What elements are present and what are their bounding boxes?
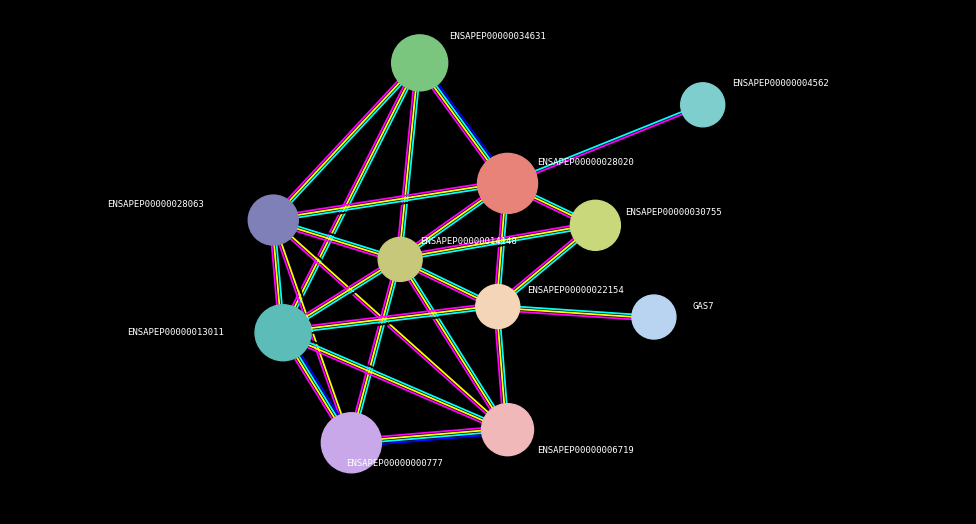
Text: ENSAPEP00000000777: ENSAPEP00000000777 — [346, 459, 443, 468]
Circle shape — [481, 403, 534, 456]
Circle shape — [570, 200, 621, 250]
Text: ENSAPEP00000028063: ENSAPEP00000028063 — [107, 200, 204, 209]
Circle shape — [477, 154, 538, 213]
Text: ENSAPEP00000022154: ENSAPEP00000022154 — [527, 286, 624, 296]
Text: GAS7: GAS7 — [693, 302, 714, 311]
Circle shape — [255, 305, 311, 361]
Text: ENSAPEP00000004562: ENSAPEP00000004562 — [732, 79, 829, 89]
Circle shape — [378, 237, 423, 281]
Circle shape — [680, 83, 725, 127]
Text: ENSAPEP00000034631: ENSAPEP00000034631 — [449, 32, 546, 41]
Circle shape — [391, 35, 448, 91]
Text: ENSAPEP00000006719: ENSAPEP00000006719 — [537, 446, 633, 455]
Circle shape — [248, 195, 299, 245]
Text: ENSAPEP00000030755: ENSAPEP00000030755 — [625, 208, 721, 217]
Circle shape — [321, 413, 382, 473]
Text: ENSAPEP00000014148: ENSAPEP00000014148 — [420, 236, 516, 246]
Text: ENSAPEP00000028020: ENSAPEP00000028020 — [537, 158, 633, 167]
Circle shape — [631, 295, 676, 339]
Circle shape — [475, 285, 520, 329]
Text: ENSAPEP00000013011: ENSAPEP00000013011 — [127, 328, 224, 337]
